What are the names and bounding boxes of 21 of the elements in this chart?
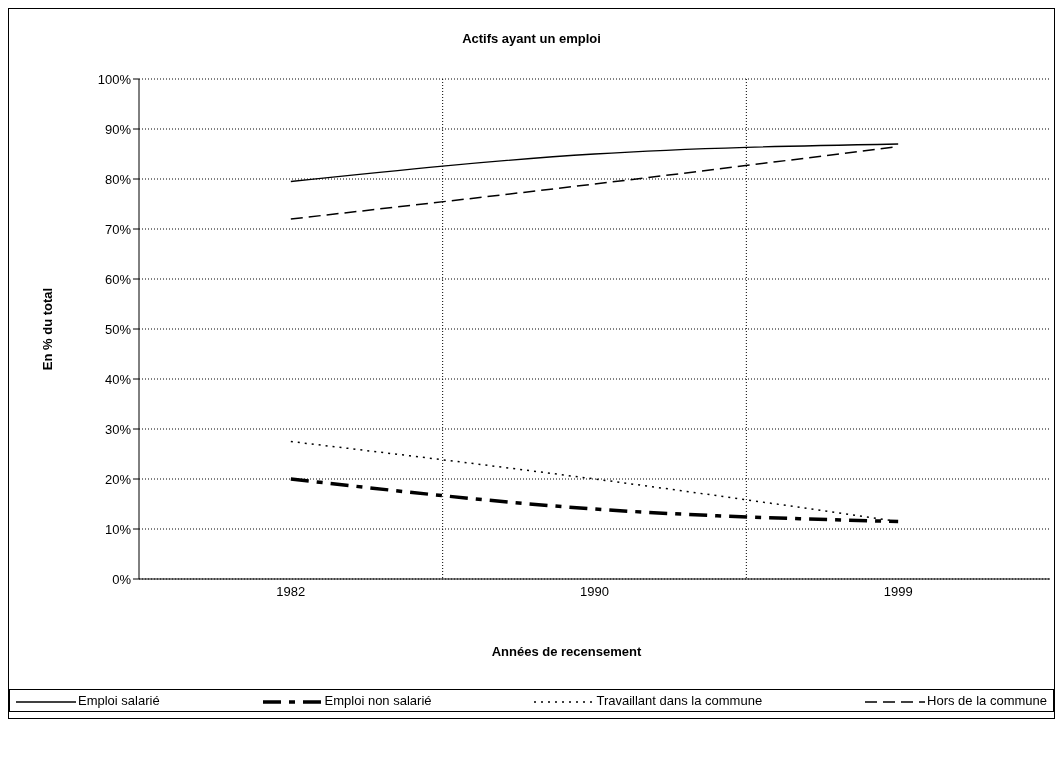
y-tick-label: 20% xyxy=(104,471,132,487)
y-axis-title: En % du total xyxy=(39,287,55,371)
y-tick-label: 60% xyxy=(104,271,132,287)
x-tick-label: 1990 xyxy=(580,584,609,600)
y-tick-label: 10% xyxy=(104,521,132,537)
y-tick-label: 40% xyxy=(104,371,132,387)
y-tick-label: 80% xyxy=(104,171,132,187)
legend-label: Emploi non salarié xyxy=(323,693,432,708)
y-tick-label: 30% xyxy=(104,421,132,437)
y-tick-label: 50% xyxy=(104,321,132,337)
x-tick-label: 1999 xyxy=(883,584,913,600)
y-tick-label: 70% xyxy=(104,221,132,237)
chart-title: Actifs ayant un emploi xyxy=(461,31,602,46)
x-tick-label: 1982 xyxy=(276,584,306,600)
x-axis-title: Années de recensement xyxy=(490,644,643,659)
legend-label: Hors de la commune xyxy=(926,693,1047,708)
legend-label: Travaillant dans la commune xyxy=(595,693,763,708)
y-tick-label: 90% xyxy=(104,121,132,137)
y-tick-label: 0% xyxy=(112,571,132,587)
y-tick-label: 100% xyxy=(97,71,132,87)
legend-label: Emploi salarié xyxy=(77,693,160,708)
